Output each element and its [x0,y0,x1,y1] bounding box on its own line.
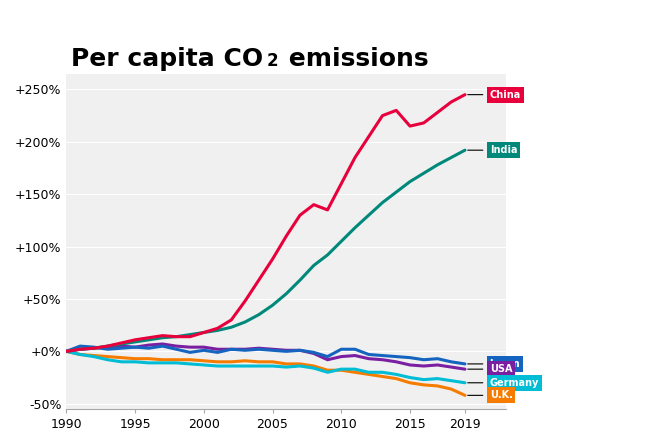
Text: Per capita CO: Per capita CO [71,47,263,71]
Text: 2: 2 [267,52,278,70]
Text: emissions: emissions [280,47,428,71]
Text: India: India [490,145,517,155]
Text: Germany: Germany [490,378,539,388]
Text: China: China [490,90,521,99]
Text: Japan: Japan [490,359,520,369]
Text: USA: USA [490,364,512,374]
Text: U.K.: U.K. [490,390,513,401]
